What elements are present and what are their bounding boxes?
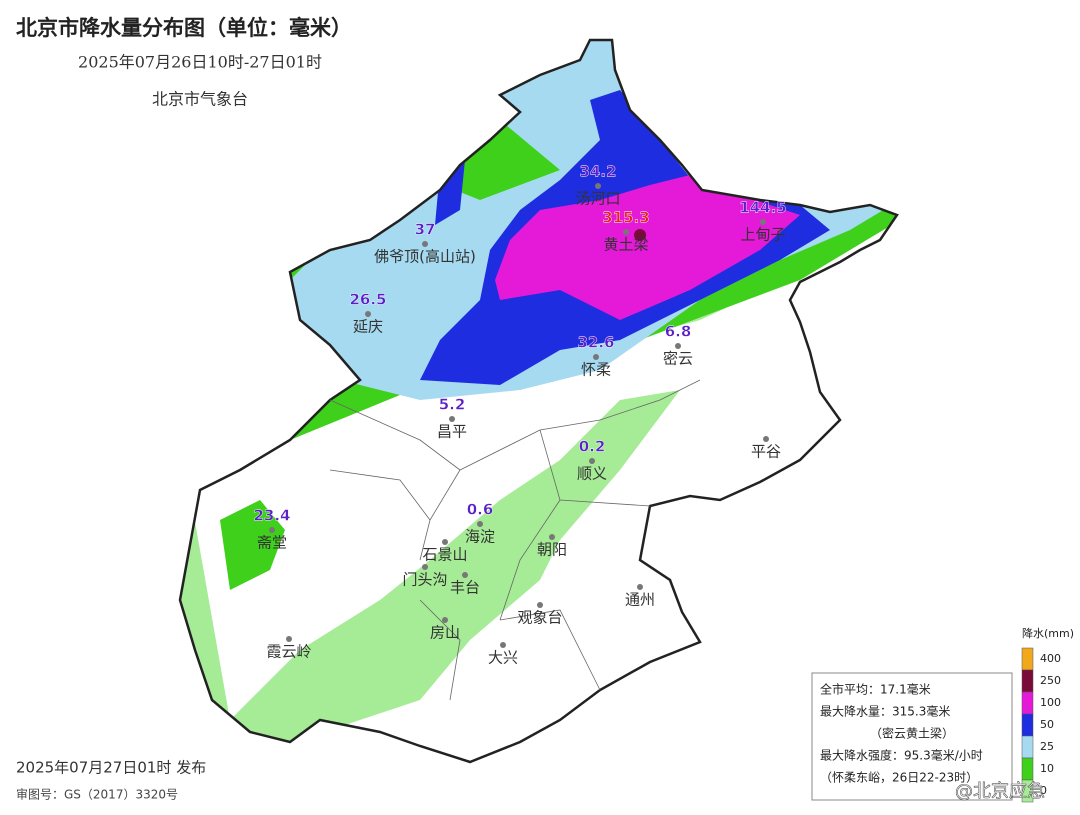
place-dot bbox=[549, 534, 555, 540]
station-dot bbox=[760, 219, 766, 225]
place-name: 大兴 bbox=[488, 649, 518, 667]
station-name: 黄土梁 bbox=[603, 236, 648, 254]
station-dot bbox=[595, 183, 601, 189]
place-name: 通州 bbox=[625, 591, 655, 609]
legend-swatch bbox=[1021, 757, 1034, 781]
place-name: 霞云岭 bbox=[266, 643, 311, 661]
legend-label: 10 bbox=[1040, 762, 1054, 775]
station-name: 密云 bbox=[663, 350, 693, 368]
legend-swatch bbox=[1021, 669, 1034, 693]
station-dot bbox=[675, 343, 681, 349]
station-dot bbox=[477, 521, 483, 527]
station-name: 延庆 bbox=[353, 318, 383, 336]
station-dot bbox=[365, 311, 371, 317]
station-value: 144.5 bbox=[739, 199, 786, 217]
station-value: 37 bbox=[415, 221, 436, 239]
station-name: 怀柔 bbox=[581, 361, 611, 379]
legend-label: 250 bbox=[1040, 674, 1061, 687]
station-dot bbox=[623, 229, 629, 235]
approval: 审图号：GS（2017）3320号 bbox=[16, 787, 178, 802]
station-value: 0.6 bbox=[467, 501, 494, 519]
station-value: 34.2 bbox=[579, 163, 616, 181]
legend-label: 50 bbox=[1040, 718, 1054, 731]
place-name: 房山 bbox=[430, 624, 460, 642]
station-name: 佛爷顶(高山站) bbox=[374, 248, 476, 266]
legend-swatch bbox=[1021, 713, 1034, 737]
place-dot bbox=[442, 539, 448, 545]
title: 北京市降水量分布图（单位：毫米） bbox=[16, 16, 352, 40]
station-name: 斋堂 bbox=[257, 534, 287, 552]
legend-swatch bbox=[1021, 691, 1034, 715]
place-dot bbox=[500, 642, 506, 648]
watermark: @北京应急 bbox=[955, 781, 1045, 802]
station-name: 海淀 bbox=[465, 528, 495, 546]
info-line: 最大降水强度：95.3毫米/小时 bbox=[820, 748, 983, 763]
place-dot bbox=[462, 572, 468, 578]
legend-swatch bbox=[1021, 647, 1034, 671]
legend-swatch bbox=[1021, 735, 1034, 759]
station-value: 23.4 bbox=[253, 507, 290, 525]
place-dot bbox=[637, 584, 643, 590]
place-dot bbox=[442, 617, 448, 623]
legend-label: 25 bbox=[1040, 740, 1054, 753]
legend-title: 降水(mm) bbox=[1022, 626, 1074, 640]
info-box bbox=[811, 672, 1013, 801]
rain-fill bbox=[180, 40, 897, 762]
legend-label: 100 bbox=[1040, 696, 1061, 709]
release: 2025年07月27日01时 发布 bbox=[16, 759, 206, 777]
place-dot bbox=[537, 602, 543, 608]
place-name: 门头沟 bbox=[402, 571, 447, 589]
station-name: 汤河口 bbox=[575, 190, 620, 208]
station-dot bbox=[593, 354, 599, 360]
station-value: 6.8 bbox=[665, 323, 692, 341]
station-value: 5.2 bbox=[439, 396, 466, 414]
agency: 北京市气象台 bbox=[152, 90, 248, 109]
station-dot bbox=[269, 527, 275, 533]
legend-swatch bbox=[1021, 779, 1034, 803]
station-name: 顺义 bbox=[577, 465, 607, 483]
station-value: 0.2 bbox=[579, 438, 606, 456]
legend-label: 400 bbox=[1040, 652, 1061, 665]
info-line: 全市平均：17.1毫米 bbox=[820, 682, 931, 697]
place-dot bbox=[763, 436, 769, 442]
place-dot bbox=[422, 564, 428, 570]
place-name: 平谷 bbox=[751, 443, 781, 461]
place-name: 朝阳 bbox=[537, 541, 567, 559]
place-name: 石景山 bbox=[422, 546, 467, 564]
info-line: 最大降水量：315.3毫米 bbox=[820, 704, 950, 719]
legend-label: 0 bbox=[1040, 784, 1047, 797]
place-dot bbox=[286, 636, 292, 642]
station-value: 32.6 bbox=[577, 334, 614, 352]
station-dot bbox=[422, 241, 428, 247]
subtitle: 2025年07月26日10时-27日01时 bbox=[78, 53, 322, 72]
info-line: （怀柔东峪，26日22-23时） bbox=[820, 771, 978, 785]
station-value: 315.3 bbox=[602, 209, 649, 227]
station-value: 26.5 bbox=[349, 291, 386, 309]
place-name: 丰台 bbox=[450, 579, 480, 597]
station-dot bbox=[589, 458, 595, 464]
station-name: 上甸子 bbox=[740, 226, 785, 244]
station-name: 昌平 bbox=[437, 423, 467, 441]
place-name: 观象台 bbox=[517, 609, 562, 627]
info-line: （密云黄土梁） bbox=[870, 726, 954, 741]
station-dot bbox=[449, 416, 455, 422]
